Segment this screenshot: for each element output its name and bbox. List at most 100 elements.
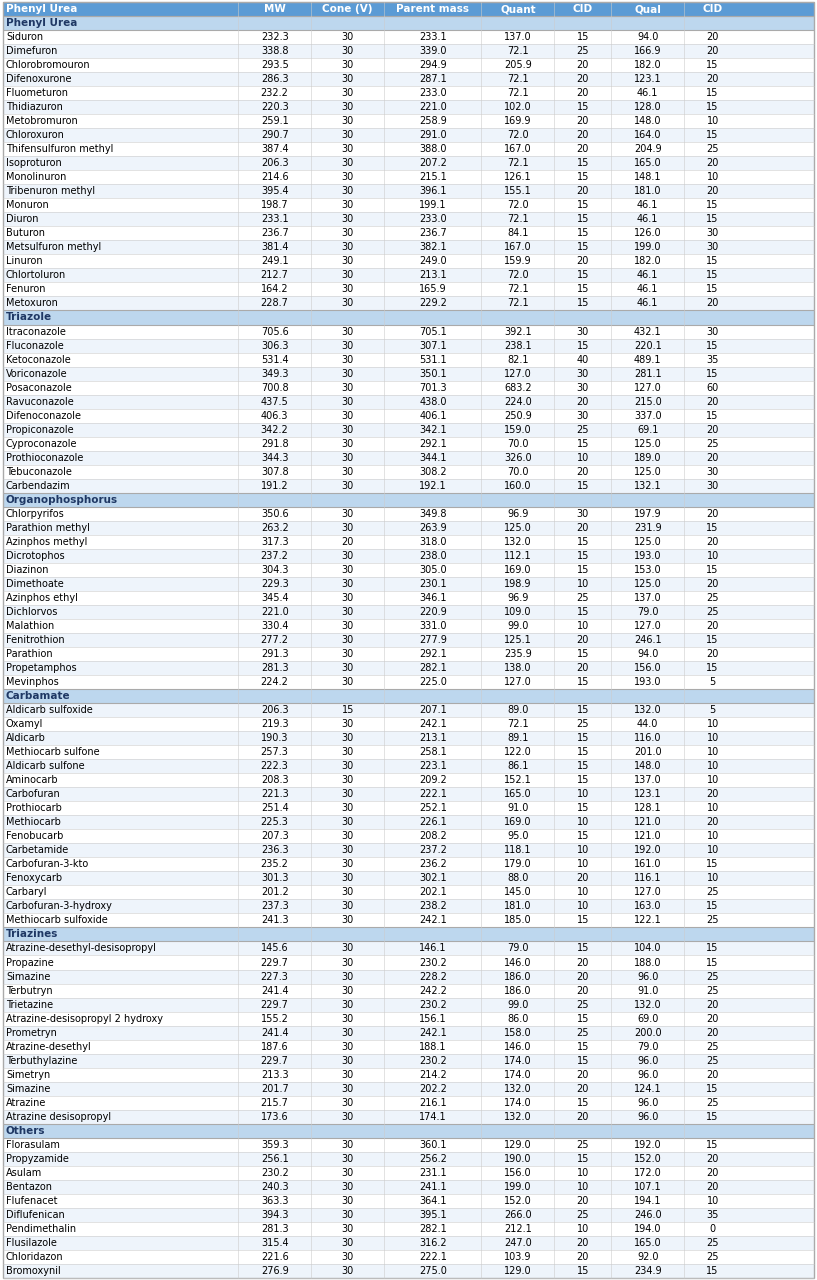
Text: 30: 30 <box>342 1252 354 1262</box>
Bar <box>3 58 814 72</box>
Text: 20: 20 <box>577 145 589 154</box>
Text: Atrazine-desethyl: Atrazine-desethyl <box>6 1042 92 1052</box>
Text: 330.4: 330.4 <box>261 621 288 631</box>
Text: 30: 30 <box>342 425 354 435</box>
Bar <box>3 563 814 577</box>
Text: 25: 25 <box>707 1098 719 1107</box>
Text: Tebuconazole: Tebuconazole <box>6 467 72 476</box>
Text: 30: 30 <box>342 1238 354 1248</box>
Text: 30: 30 <box>342 663 354 673</box>
Text: 395.4: 395.4 <box>261 187 288 196</box>
Text: 182.0: 182.0 <box>634 60 662 70</box>
Text: 15: 15 <box>577 915 589 925</box>
Text: 96.0: 96.0 <box>637 1112 659 1121</box>
Text: Diazinon: Diazinon <box>6 564 48 575</box>
Text: 15: 15 <box>707 131 719 141</box>
Text: 126.1: 126.1 <box>504 173 532 182</box>
Text: Parathion: Parathion <box>6 649 52 659</box>
Text: 86.0: 86.0 <box>507 1014 529 1024</box>
Text: 30: 30 <box>342 957 354 968</box>
Text: 212.1: 212.1 <box>504 1224 532 1234</box>
Text: 230.1: 230.1 <box>419 579 447 589</box>
Text: 44.0: 44.0 <box>637 719 659 730</box>
Text: 167.0: 167.0 <box>504 145 532 154</box>
Text: 339.0: 339.0 <box>419 46 447 56</box>
Text: Propiconazole: Propiconazole <box>6 425 74 435</box>
Text: 392.1: 392.1 <box>504 326 532 337</box>
Text: 25: 25 <box>707 1042 719 1052</box>
Bar <box>3 634 814 646</box>
Text: Atrazine desisopropyl: Atrazine desisopropyl <box>6 1112 111 1121</box>
Text: 158.0: 158.0 <box>504 1028 532 1038</box>
Text: 238.0: 238.0 <box>419 550 447 561</box>
Text: 10: 10 <box>577 1167 589 1178</box>
Text: Fenitrothion: Fenitrothion <box>6 635 65 645</box>
Bar <box>3 521 814 535</box>
Text: 5: 5 <box>709 705 716 716</box>
Text: 705.6: 705.6 <box>261 326 288 337</box>
Text: 30: 30 <box>342 887 354 897</box>
Text: 121.0: 121.0 <box>634 818 662 827</box>
Text: 20: 20 <box>707 509 719 518</box>
Text: 152.0: 152.0 <box>504 1196 532 1206</box>
Text: 198.9: 198.9 <box>504 579 532 589</box>
Bar <box>3 269 814 283</box>
Text: 15: 15 <box>577 102 589 113</box>
Bar <box>3 422 814 436</box>
Text: 84.1: 84.1 <box>507 228 529 238</box>
Text: 316.2: 316.2 <box>419 1238 447 1248</box>
Text: 315.4: 315.4 <box>261 1238 288 1248</box>
Text: Ravuconazole: Ravuconazole <box>6 397 74 407</box>
Text: 286.3: 286.3 <box>261 74 288 84</box>
Text: 683.2: 683.2 <box>504 383 532 393</box>
Text: 394.3: 394.3 <box>261 1210 288 1220</box>
Text: 238.2: 238.2 <box>419 901 447 911</box>
Text: 387.4: 387.4 <box>261 145 288 154</box>
Text: 129.0: 129.0 <box>504 1139 532 1149</box>
Text: 169.0: 169.0 <box>504 564 532 575</box>
Text: 172.0: 172.0 <box>634 1167 662 1178</box>
Text: 318.0: 318.0 <box>419 536 447 547</box>
Text: 350.1: 350.1 <box>419 369 447 379</box>
Text: 242.1: 242.1 <box>419 915 447 925</box>
Text: 187.6: 187.6 <box>261 1042 288 1052</box>
Text: 342.2: 342.2 <box>261 425 288 435</box>
Bar <box>3 170 814 184</box>
Text: 25: 25 <box>577 46 589 56</box>
Text: 145.0: 145.0 <box>504 887 532 897</box>
Text: Bromoxynil: Bromoxynil <box>6 1266 60 1276</box>
Text: Carbetamide: Carbetamide <box>6 845 69 855</box>
Text: 125.0: 125.0 <box>634 439 662 449</box>
Text: 15: 15 <box>577 1014 589 1024</box>
Text: 241.1: 241.1 <box>419 1181 447 1192</box>
Bar <box>3 156 814 170</box>
Bar <box>3 72 814 86</box>
Text: 15: 15 <box>707 1084 719 1093</box>
Bar <box>3 1138 814 1152</box>
Text: 146.0: 146.0 <box>504 1042 532 1052</box>
Text: 360.1: 360.1 <box>419 1139 447 1149</box>
Text: 30: 30 <box>342 159 354 168</box>
Text: 30: 30 <box>342 88 354 99</box>
Text: 40: 40 <box>577 355 589 365</box>
Text: 15: 15 <box>577 748 589 758</box>
Text: 20: 20 <box>707 1153 719 1164</box>
Text: 15: 15 <box>577 776 589 785</box>
Bar <box>3 1236 814 1251</box>
Text: CID: CID <box>573 4 593 14</box>
Text: 70.0: 70.0 <box>507 439 529 449</box>
Text: 15: 15 <box>707 270 719 280</box>
Text: 79.0: 79.0 <box>637 1042 659 1052</box>
Text: 227.3: 227.3 <box>261 972 288 982</box>
Text: Pendimethalin: Pendimethalin <box>6 1224 76 1234</box>
Text: Simazine: Simazine <box>6 1084 51 1093</box>
Text: 164.0: 164.0 <box>634 131 662 141</box>
Text: 127.0: 127.0 <box>634 887 662 897</box>
Text: Parent mass: Parent mass <box>396 4 469 14</box>
Text: 20: 20 <box>707 536 719 547</box>
Text: 5: 5 <box>709 677 716 687</box>
Bar <box>3 745 814 759</box>
Text: 194.1: 194.1 <box>634 1196 662 1206</box>
Text: 307.8: 307.8 <box>261 467 288 476</box>
Text: Florasulam: Florasulam <box>6 1139 60 1149</box>
